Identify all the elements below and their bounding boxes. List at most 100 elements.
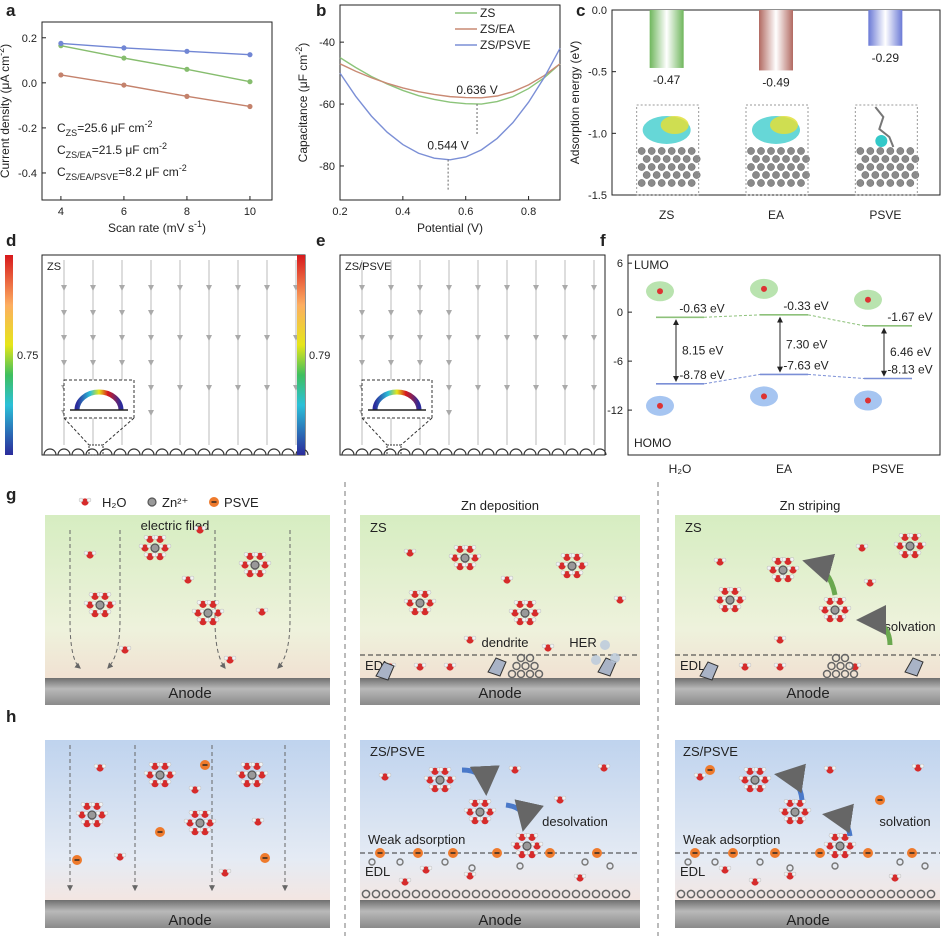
water-h — [823, 765, 829, 771]
slab-atom — [782, 155, 790, 163]
zn-atom — [676, 889, 686, 899]
annotation: ZS — [685, 520, 702, 535]
text-segment: =8.2 μF cm — [118, 165, 179, 179]
zn-atom — [766, 889, 776, 899]
x-tick-label: 8 — [184, 206, 190, 218]
water-h — [531, 600, 537, 605]
water-h — [411, 598, 417, 604]
field-arrow — [533, 285, 539, 291]
slab-atom — [677, 179, 686, 187]
field-path — [69, 530, 81, 669]
water-h — [491, 807, 497, 813]
water-h — [736, 604, 742, 609]
water-o — [746, 785, 754, 793]
electrode-bump — [43, 448, 57, 456]
water-h — [613, 595, 619, 601]
water-h — [431, 598, 437, 604]
water-o — [801, 808, 809, 816]
field-arrow — [119, 310, 125, 316]
water-o — [258, 771, 266, 779]
slab-atom — [687, 179, 696, 187]
atom-icon — [657, 402, 663, 409]
water-h — [398, 877, 404, 883]
water-h — [196, 785, 202, 791]
water-o — [253, 762, 261, 770]
data-point — [121, 55, 127, 61]
zn-atom — [806, 889, 816, 899]
slab-atom — [667, 163, 676, 171]
water-o — [531, 609, 539, 617]
zn-ion — [516, 862, 524, 870]
annotation: Weak adsorption — [368, 832, 465, 847]
water-o — [826, 842, 834, 850]
field-arrow — [90, 360, 96, 366]
value-label: -0.29 — [872, 51, 900, 65]
water-h — [148, 779, 154, 784]
field-arrow — [388, 335, 394, 341]
water-o — [528, 833, 536, 841]
water-o — [151, 780, 159, 788]
water-o — [246, 570, 254, 578]
water-h — [443, 775, 449, 781]
data-point — [58, 72, 64, 78]
zn-atom — [361, 889, 371, 899]
zn-atom — [541, 889, 551, 899]
water-h — [101, 763, 107, 769]
data-point — [184, 66, 190, 72]
water-h — [223, 655, 229, 661]
electrode-bump — [551, 448, 565, 456]
electrolyte-bg — [360, 740, 640, 900]
zn-atom — [716, 889, 726, 899]
zn-atom — [840, 653, 850, 663]
panel-tag: ZS/PSVE — [345, 261, 391, 273]
water-h — [171, 770, 177, 776]
water-h — [831, 614, 837, 619]
value-label: -8.78 eV — [679, 368, 724, 382]
water-h — [893, 541, 899, 547]
zn-atom — [796, 889, 806, 899]
dendrite — [699, 661, 719, 681]
water-h — [746, 662, 752, 668]
slab-atom — [891, 171, 900, 179]
water-h — [408, 590, 414, 595]
water-h — [773, 635, 779, 641]
water-h — [183, 818, 189, 824]
water-h — [515, 850, 521, 855]
water-h — [191, 818, 197, 824]
electrode-bump — [467, 448, 481, 456]
zn-atom — [831, 653, 841, 663]
value-label: -8.13 eV — [887, 363, 932, 377]
annotation: ZS/PSVE — [683, 744, 738, 759]
water-h — [188, 785, 194, 791]
water-o — [831, 851, 839, 859]
water-h — [258, 560, 264, 566]
water-o — [911, 533, 919, 541]
annotation: ZS/PSVE — [370, 744, 425, 759]
water-o — [731, 587, 739, 595]
zn-atom — [471, 889, 481, 899]
value-label: -7.63 eV — [783, 358, 828, 372]
water-h — [453, 562, 459, 567]
x-tick-label: 10 — [244, 206, 256, 218]
water-o — [93, 820, 101, 828]
slab-atom — [792, 171, 800, 179]
water-h — [90, 802, 96, 807]
slab-atom — [762, 171, 770, 179]
water-o — [191, 786, 199, 794]
water-h — [863, 543, 869, 549]
water-h — [793, 799, 799, 804]
water-o — [573, 571, 581, 579]
water-o — [161, 762, 169, 770]
field-arrow — [475, 285, 481, 291]
y-tick-label: -6 — [613, 356, 623, 368]
field-arrow — [148, 285, 154, 291]
water-h — [856, 662, 862, 668]
water-o — [796, 799, 804, 807]
annotation: ZS — [370, 520, 387, 535]
atom-icon — [761, 393, 767, 400]
water-h — [553, 795, 559, 801]
slab-atom — [876, 179, 885, 187]
slab-atom — [687, 163, 696, 171]
water-h — [88, 592, 94, 597]
zn-atom — [521, 661, 530, 671]
